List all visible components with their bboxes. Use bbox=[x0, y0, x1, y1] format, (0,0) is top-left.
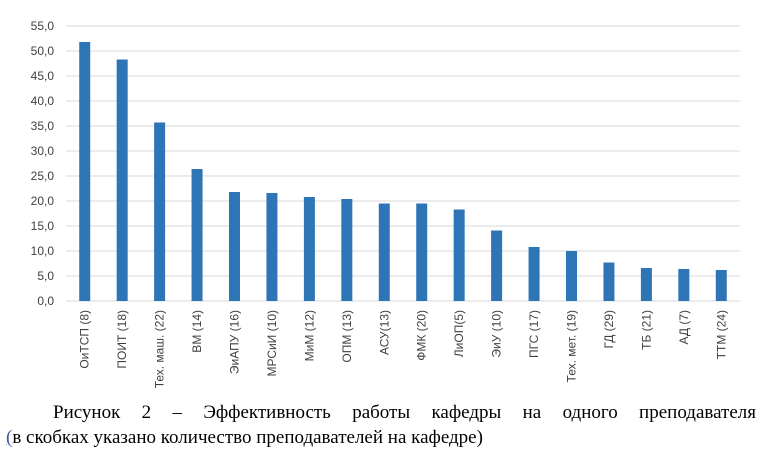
bar bbox=[266, 193, 278, 301]
bar bbox=[715, 270, 727, 301]
x-tick-label: МиМ (12) bbox=[302, 310, 316, 361]
x-tick-label: ЛиОП(5) bbox=[452, 310, 466, 357]
x-tick-label: ТБ (21) bbox=[639, 310, 653, 350]
y-axis-ticks: 0,0 5,0 10,0 15,0 20,0 25,0 30,0 35,0 40,0 45,0 50… bbox=[31, 19, 55, 308]
x-tick-label: АСУ(13) bbox=[377, 310, 391, 355]
x-tick-label: ОиТСП (8) bbox=[78, 310, 92, 369]
bars bbox=[79, 42, 727, 301]
x-tick-label: ТТМ (24) bbox=[714, 310, 728, 359]
figure-caption: Рисунок 2 – Эффективность работы кафедры… bbox=[6, 400, 756, 450]
x-tick-label: Тех. мет. (19) bbox=[565, 310, 579, 382]
x-tick-label: ФМК (20) bbox=[415, 310, 429, 361]
x-tick-label: АД (7) bbox=[677, 310, 691, 345]
bar bbox=[229, 192, 240, 301]
caption-line-2: (в скобках указано количество преподават… bbox=[6, 425, 756, 450]
bar bbox=[191, 169, 203, 301]
bar bbox=[491, 230, 503, 301]
bar bbox=[678, 269, 690, 301]
x-tick-label: ПГС (17) bbox=[527, 310, 541, 358]
y-tick-label: 25,0 bbox=[31, 169, 55, 183]
x-axis-ticks: ОиТСП (8) ПОИТ (18) Тех. маш. (22) ВМ (14) Э… bbox=[78, 310, 729, 388]
y-tick-label: 50,0 bbox=[31, 44, 55, 58]
x-tick-label: ЭиУ (10) bbox=[490, 310, 504, 358]
bar bbox=[640, 268, 652, 301]
bar bbox=[603, 262, 615, 301]
y-tick-label: 55,0 bbox=[31, 19, 55, 33]
y-tick-label: 20,0 bbox=[31, 194, 55, 208]
bar bbox=[416, 203, 428, 301]
x-tick-label: МРСиИ (10) bbox=[265, 310, 279, 377]
y-tick-label: 10,0 bbox=[31, 244, 55, 258]
x-tick-label: ЭиАПУ (16) bbox=[228, 310, 242, 374]
bar bbox=[303, 197, 315, 301]
bar bbox=[79, 42, 91, 301]
x-tick-label: ОПМ (13) bbox=[340, 310, 354, 363]
x-tick-label: ПОИТ (18) bbox=[115, 310, 129, 369]
bar bbox=[566, 251, 577, 301]
bar bbox=[154, 122, 166, 301]
y-tick-label: 40,0 bbox=[31, 94, 55, 108]
y-tick-label: 15,0 bbox=[31, 219, 55, 233]
x-tick-label: ВМ (14) bbox=[190, 310, 204, 353]
y-tick-label: 5,0 bbox=[37, 269, 54, 283]
y-tick-label: 30,0 bbox=[31, 144, 55, 158]
x-tick-label: ГД (29) bbox=[602, 310, 616, 349]
bar bbox=[453, 209, 465, 301]
bar bbox=[378, 203, 390, 301]
y-tick-label: 45,0 bbox=[31, 69, 55, 83]
y-tick-label: 0,0 bbox=[37, 294, 54, 308]
bar-chart: 0,0 5,0 10,0 15,0 20,0 25,0 30,0 35,0 40,0 45,0 50… bbox=[31, 19, 740, 388]
bar bbox=[116, 59, 128, 301]
caption-open-paren: ( bbox=[6, 427, 13, 448]
caption-line-1: Рисунок 2 – Эффективность работы кафедры… bbox=[53, 402, 756, 423]
x-tick-label: Тех. маш. (22) bbox=[153, 310, 167, 388]
grid-lines bbox=[66, 25, 740, 302]
y-tick-label: 35,0 bbox=[31, 119, 55, 133]
caption-note: в скобках указано количество преподавате… bbox=[12, 427, 483, 448]
bar bbox=[528, 247, 540, 301]
bar bbox=[341, 199, 353, 301]
